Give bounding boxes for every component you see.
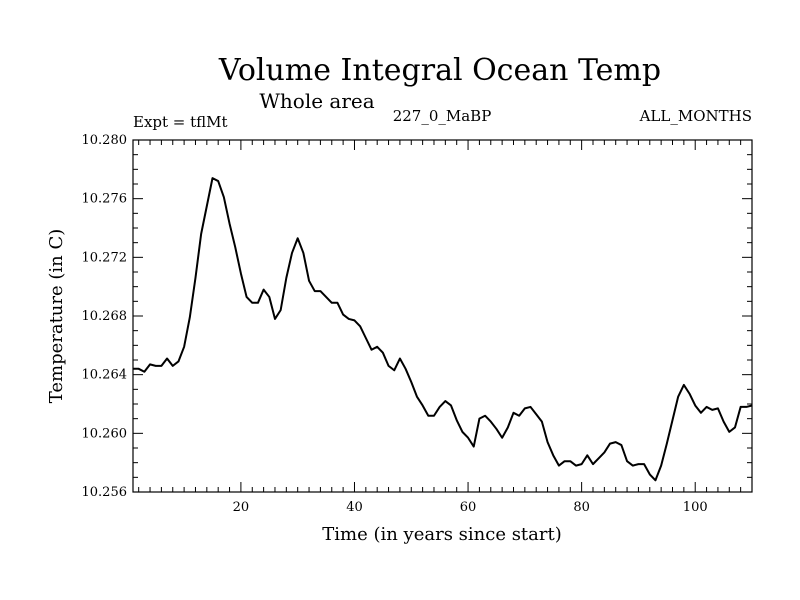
series-line [133, 177, 753, 482]
chart-title: Volume Integral Ocean Temp [218, 53, 661, 88]
x-tick-label: 60 [460, 500, 477, 515]
plot-frame [132, 139, 753, 493]
x-tick-label: 80 [573, 500, 590, 515]
y-tick-label: 10.272 [82, 250, 128, 265]
x-tick-label: 100 [683, 500, 708, 515]
y-tick-label: 10.260 [82, 426, 128, 441]
chart-subtitle: Whole area [259, 89, 374, 113]
y-axis-label: Temperature (in C) [46, 229, 67, 404]
y-tick-label: 10.268 [82, 309, 128, 324]
y-tick-label: 10.280 [82, 133, 128, 148]
x-axis-label: Time (in years since start) [322, 524, 562, 545]
experiment-label: Expt = tflMt [133, 113, 228, 131]
months-label: ALL_MONTHS [639, 107, 752, 125]
x-tick-label: 40 [346, 500, 363, 515]
y-tick-label: 10.256 [82, 485, 128, 500]
period-label: 227_0_MaBP [393, 107, 492, 125]
y-tick-label: 10.264 [82, 368, 128, 383]
y-tick-label: 10.276 [82, 192, 128, 207]
x-tick-label: 20 [233, 500, 250, 515]
